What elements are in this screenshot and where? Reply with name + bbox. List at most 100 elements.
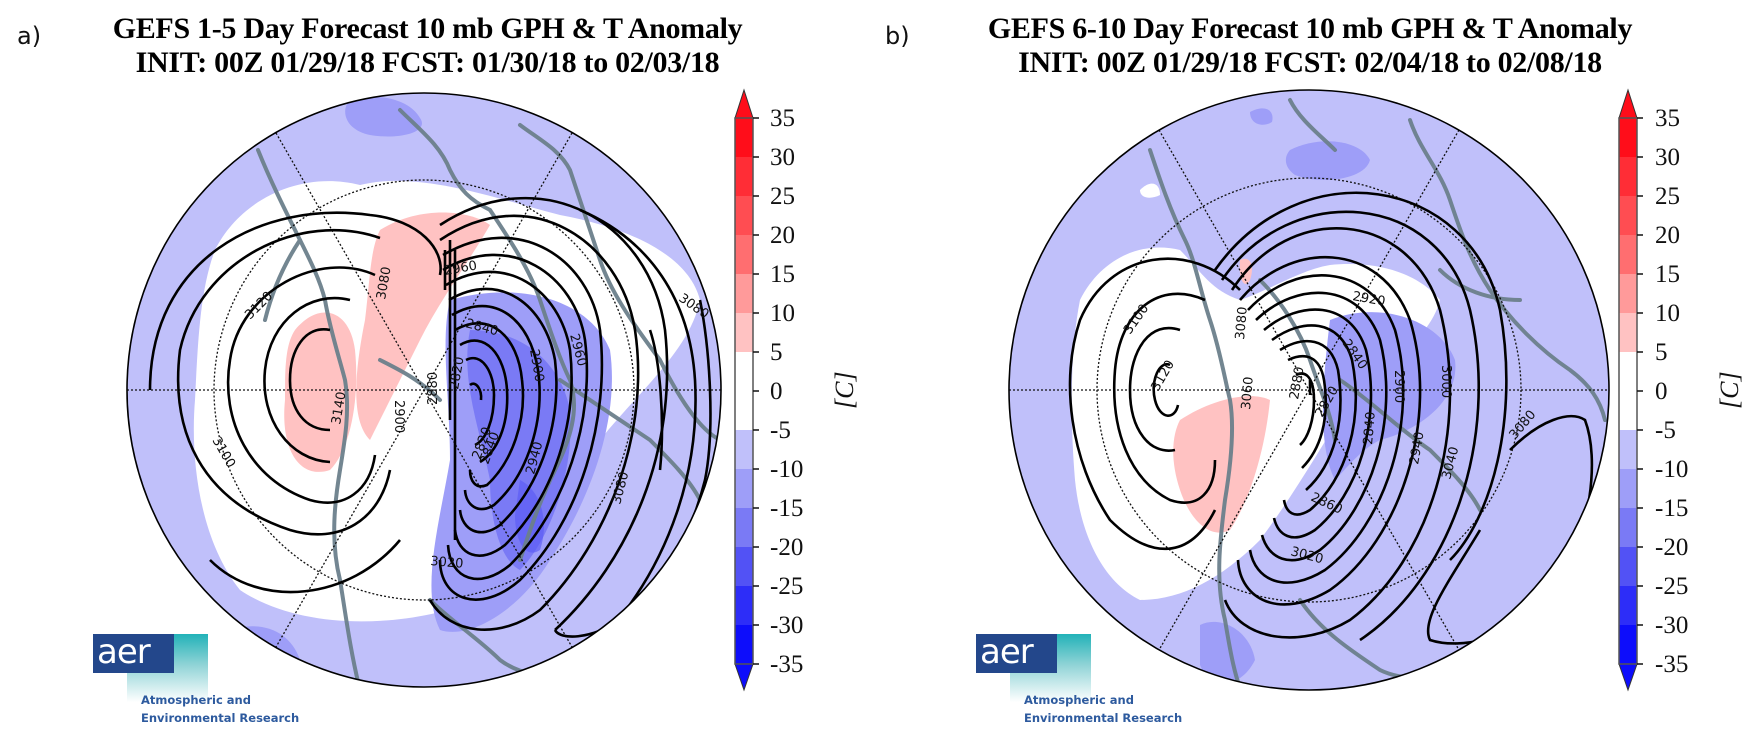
- colorbar-tick-label: -30: [1655, 612, 1688, 639]
- contour-label: 3080: [374, 265, 395, 300]
- logo-tagline: Atmospheric and Environmental Research: [141, 691, 299, 727]
- colorbar-bin: [735, 274, 753, 313]
- neutral-region-b: [1140, 183, 1160, 198]
- colorbar-extend-max: [734, 88, 754, 119]
- colorbar-tick-label: 5: [1655, 339, 1668, 366]
- graticule-a: [127, 132, 721, 648]
- panel-a-title-line1: GEFS 1-5 Day Forecast 10 mb GPH & T Anom…: [112, 12, 743, 45]
- polar-map-b: 3100 3120 3080 3060 2920 2840 2880 2820 …: [1008, 89, 1610, 691]
- colorbar-a: 35 30 25 20 15 10 5 0 -5 -10 -15 -20 -25 -30 -35 [C]: [734, 88, 859, 692]
- coastlines-b: [1148, 98, 1607, 690]
- cold-anomaly-10-b: [1250, 108, 1273, 125]
- colorbar-tick-label: -25: [1655, 573, 1688, 600]
- colorbar-bin: [1619, 274, 1637, 313]
- colorbar-unit-label: [C]: [830, 371, 859, 409]
- colorbar-tick-label: 30: [770, 144, 795, 171]
- contour-label: 2940: [1407, 430, 1428, 465]
- colorbar-bin: [735, 352, 753, 430]
- colorbar-bin: [1619, 625, 1637, 664]
- colorbar-bin: [735, 586, 753, 625]
- colorbar-bin: [1619, 157, 1637, 196]
- cold-anomaly-10-b: [1285, 141, 1370, 180]
- colorbar-tick-label: -35: [1655, 651, 1688, 678]
- colorbar-tick-label: 20: [1655, 222, 1680, 249]
- logo-wordmark: aer: [93, 634, 174, 673]
- colorbar-bin: [735, 235, 753, 274]
- panel-a-title-line2: INIT: 00Z 01/29/18 FCST: 01/30/18 to 02/…: [135, 46, 720, 79]
- colorbar-bin: [1619, 469, 1637, 508]
- colorbar-bin: [1619, 508, 1637, 547]
- contour-label: 2900: [526, 348, 547, 383]
- colorbar-tick-label: 0: [770, 378, 783, 405]
- colorbar-extend-max: [1618, 88, 1638, 119]
- colorbar-bin: [1619, 430, 1637, 469]
- colorbar-bin: [1619, 547, 1637, 586]
- colorbar-tick-label: 15: [1655, 261, 1680, 288]
- colorbar-tick-label: -10: [770, 456, 803, 483]
- polar-map-a: 3120 3100 3140 3080 2960 2900 2840 2880 …: [126, 92, 722, 688]
- colorbar-tick-label: 10: [770, 300, 795, 327]
- logo-wordmark: aer: [976, 634, 1057, 673]
- colorbar-bin: [735, 157, 753, 196]
- logo-tagline-line2: Environmental Research: [1024, 711, 1183, 725]
- contour-label: 2920: [1351, 289, 1386, 310]
- colorbar-bin: [1619, 586, 1637, 625]
- contour-label: 3020: [430, 554, 464, 572]
- contour-label: 2880: [426, 372, 441, 405]
- colorbar-tick-label: 15: [770, 261, 795, 288]
- colorbar-tick-label: -25: [770, 573, 803, 600]
- map-boundary-a: [126, 92, 722, 688]
- colorbar-tick-label: -5: [770, 417, 791, 444]
- contour-label: 2820: [447, 355, 468, 390]
- cold-anomaly-10-b: [1200, 621, 1255, 684]
- cold-anomaly-10-a: [345, 96, 422, 137]
- colorbar-tick-label: -15: [1655, 495, 1688, 522]
- colorbar-tick-label: -35: [770, 651, 803, 678]
- colorbar-bin: [1619, 352, 1637, 430]
- colorbar-b: 35 30 25 20 15 10 5 0 -5 -10 -15 -20 -25 -30 -35 [C]: [1618, 88, 1744, 692]
- logo-tagline-line1: Atmospheric and: [1024, 693, 1134, 707]
- colorbar-tick-label: -20: [1655, 534, 1688, 561]
- panel-b-label: b): [885, 22, 910, 50]
- colorbar-bin: [1619, 235, 1637, 274]
- colorbar-tick-label: -15: [770, 495, 803, 522]
- colorbar-tick-label: 0: [1655, 378, 1668, 405]
- colorbar-tick-label: 35: [1655, 105, 1680, 132]
- colorbar-tick-label: 20: [770, 222, 795, 249]
- colorbar-bin: [1619, 118, 1637, 157]
- gph-contours-b: [1068, 191, 1594, 645]
- map-boundary-b: [1008, 89, 1610, 691]
- logo-tagline: Atmospheric and Environmental Research: [1024, 691, 1182, 727]
- contour-label: 2900: [1391, 370, 1406, 403]
- colorbar-tick-label: 25: [770, 183, 795, 210]
- contour-label: 2880: [1287, 365, 1308, 400]
- colorbar-bin: [735, 430, 753, 469]
- panel-a-title: GEFS 1-5 Day Forecast 10 mb GPH & T Anom…: [40, 12, 815, 80]
- panel-a-label: a): [17, 22, 42, 50]
- panel-b-title-line1: GEFS 6-10 Day Forecast 10 mb GPH & T Ano…: [987, 12, 1633, 45]
- colorbar-extend-min: [734, 663, 754, 692]
- colorbar-tick-label: 25: [1655, 183, 1680, 210]
- panel-b-title-line2: INIT: 00Z 01/29/18 FCST: 02/04/18 to 02/…: [1018, 46, 1602, 79]
- colorbar-bin: [735, 313, 753, 352]
- colorbar-unit-label: [C]: [1715, 371, 1744, 409]
- colorbar-tick-label: 35: [770, 105, 795, 132]
- cold-anomaly-10-b: [1323, 312, 1456, 480]
- colorbar-tick-label: -10: [1655, 456, 1688, 483]
- gph-contours-a: [148, 196, 712, 638]
- logo-tagline-line1: Atmospheric and: [141, 693, 251, 707]
- colorbar-bin: [1619, 196, 1637, 235]
- logo-tagline-line2: Environmental Research: [141, 711, 300, 725]
- colorbar-bin: [1619, 313, 1637, 352]
- contour-label: 2900: [391, 400, 406, 433]
- panel-b-title: GEFS 6-10 Day Forecast 10 mb GPH & T Ano…: [920, 12, 1700, 80]
- colorbar-bin: [735, 625, 753, 664]
- contour-label: 3000: [1438, 365, 1453, 398]
- contour-label: 2960: [443, 258, 478, 279]
- warm-anomaly-a: [356, 212, 490, 440]
- contour-label: 3080: [1233, 306, 1251, 340]
- colorbar-tick-label: 5: [770, 339, 783, 366]
- colorbar-extend-min: [1618, 663, 1638, 692]
- colorbar-bin: [735, 196, 753, 235]
